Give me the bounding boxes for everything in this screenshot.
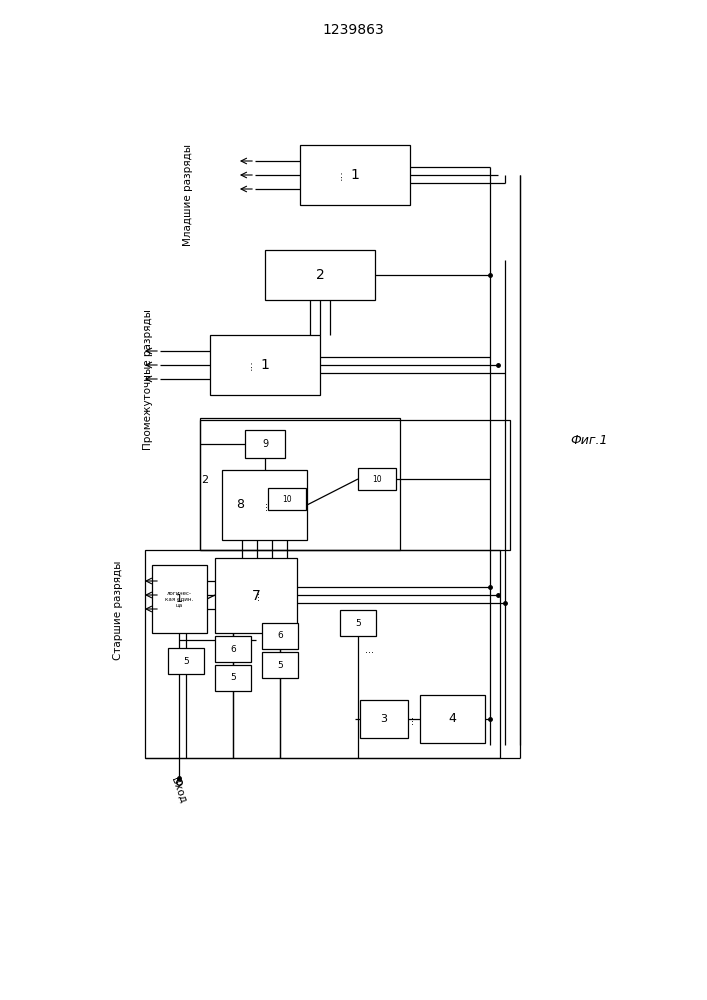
FancyBboxPatch shape bbox=[245, 430, 285, 458]
Text: Младшие разряды: Младшие разряды bbox=[183, 144, 193, 246]
FancyBboxPatch shape bbox=[152, 565, 207, 633]
Text: 10: 10 bbox=[372, 475, 382, 484]
Text: ...: ... bbox=[366, 645, 375, 655]
Text: 5: 5 bbox=[355, 618, 361, 628]
FancyBboxPatch shape bbox=[168, 648, 204, 674]
Text: 10: 10 bbox=[282, 494, 292, 504]
Text: ...: ... bbox=[243, 360, 254, 370]
Text: 1: 1 bbox=[351, 168, 359, 182]
Text: Старшие разряды: Старшие разряды bbox=[113, 560, 123, 660]
Text: 6: 6 bbox=[277, 632, 283, 641]
Text: Вход: Вход bbox=[170, 776, 188, 804]
Bar bbox=[200, 418, 400, 550]
Text: Промежуточные разряды: Промежуточные разряды bbox=[143, 310, 153, 450]
FancyBboxPatch shape bbox=[222, 470, 307, 540]
FancyBboxPatch shape bbox=[215, 558, 297, 633]
Text: 2: 2 bbox=[315, 268, 325, 282]
Text: 1: 1 bbox=[261, 358, 269, 372]
FancyBboxPatch shape bbox=[358, 468, 396, 490]
Text: логичес-
кая един.
ца: логичес- кая един. ца bbox=[165, 591, 194, 607]
FancyBboxPatch shape bbox=[262, 652, 298, 678]
Text: 4: 4 bbox=[448, 712, 457, 726]
FancyBboxPatch shape bbox=[265, 250, 375, 300]
Text: 5: 5 bbox=[183, 656, 189, 666]
FancyBboxPatch shape bbox=[215, 665, 251, 691]
Text: ...: ... bbox=[251, 591, 261, 600]
FancyBboxPatch shape bbox=[360, 700, 408, 738]
Text: 6: 6 bbox=[230, 645, 236, 654]
FancyBboxPatch shape bbox=[300, 145, 410, 205]
FancyBboxPatch shape bbox=[268, 488, 306, 510]
Bar bbox=[145, 550, 500, 758]
FancyBboxPatch shape bbox=[210, 335, 320, 395]
Text: 5: 5 bbox=[230, 674, 236, 682]
Text: 5: 5 bbox=[277, 660, 283, 670]
Text: 3: 3 bbox=[380, 714, 387, 724]
Text: ...: ... bbox=[405, 716, 415, 724]
Text: 2: 2 bbox=[201, 475, 209, 485]
Text: ...: ... bbox=[334, 170, 344, 180]
FancyBboxPatch shape bbox=[215, 636, 251, 662]
FancyBboxPatch shape bbox=[340, 610, 376, 636]
Bar bbox=[200, 420, 510, 550]
FancyBboxPatch shape bbox=[262, 623, 298, 649]
Text: Фиг.1: Фиг.1 bbox=[570, 434, 607, 446]
Text: 9: 9 bbox=[262, 439, 268, 449]
Text: 1: 1 bbox=[176, 594, 183, 604]
Text: 8: 8 bbox=[236, 498, 244, 512]
Text: 7: 7 bbox=[252, 588, 260, 602]
FancyBboxPatch shape bbox=[420, 695, 485, 743]
Text: 1239863: 1239863 bbox=[322, 23, 384, 37]
Text: ...: ... bbox=[259, 500, 269, 510]
